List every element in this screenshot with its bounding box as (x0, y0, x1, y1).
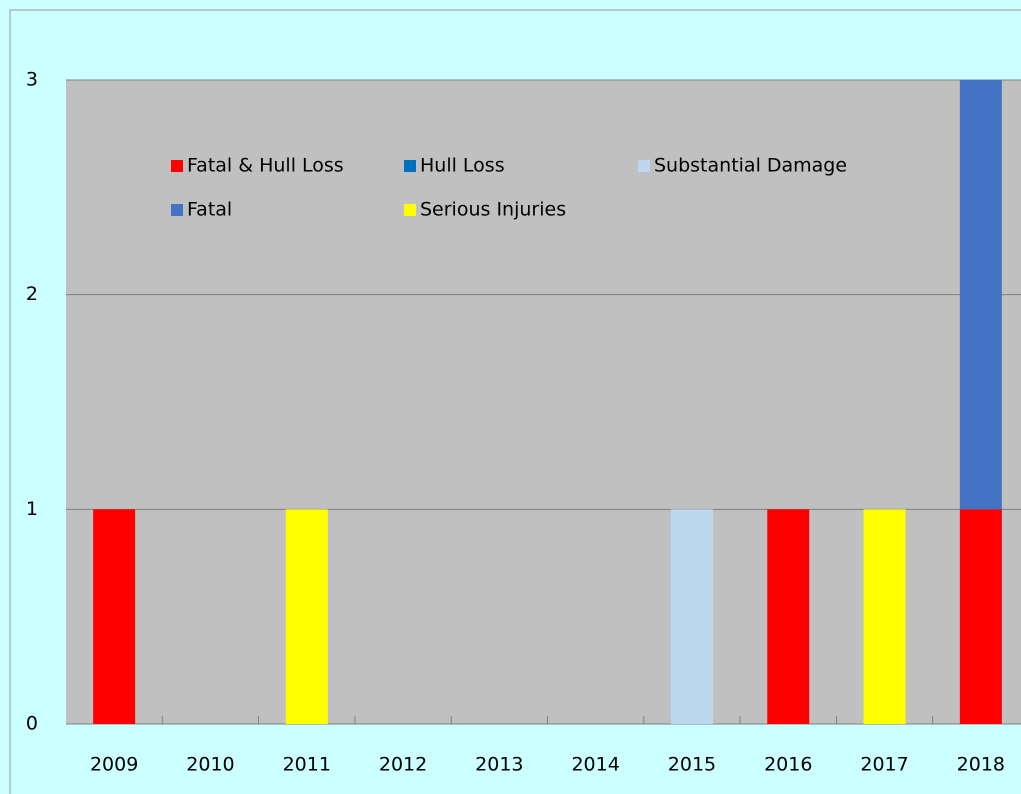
legend-label: Hull Loss (420, 155, 505, 177)
x-tick-label: 2013 (475, 754, 523, 776)
x-tick-label: 2011 (283, 754, 331, 776)
legend-swatch (171, 160, 183, 172)
x-tick-label: 2010 (186, 754, 234, 776)
legend-label: Fatal & Hull Loss (187, 155, 344, 177)
y-tick-label: 3 (26, 69, 38, 91)
x-tick-label: 2016 (764, 754, 812, 776)
x-tick-label: 2017 (860, 754, 908, 776)
legend-swatch (171, 204, 183, 216)
plot-area (66, 80, 1021, 724)
bar (959, 80, 1002, 510)
x-tick-label: 2015 (668, 754, 716, 776)
bar (959, 509, 1002, 724)
legend-label: Serious Injuries (420, 199, 566, 221)
legend-swatch (638, 160, 650, 172)
legend-swatch (404, 160, 416, 172)
bar (863, 509, 906, 724)
bar (670, 509, 713, 724)
bar (285, 509, 328, 724)
x-tick-label: 2009 (90, 754, 138, 776)
y-tick-label: 2 (26, 283, 38, 305)
x-tick-label: 2012 (379, 754, 427, 776)
legend-label: Substantial Damage (654, 155, 847, 177)
legend-swatch (404, 204, 416, 216)
bar (93, 509, 136, 724)
x-tick-label: 2018 (957, 754, 1005, 776)
x-tick-label: 2014 (571, 754, 619, 776)
y-tick-label: 0 (26, 713, 38, 735)
y-tick-label: 1 (26, 498, 38, 520)
legend-label: Fatal (187, 199, 232, 221)
bar (767, 509, 810, 724)
